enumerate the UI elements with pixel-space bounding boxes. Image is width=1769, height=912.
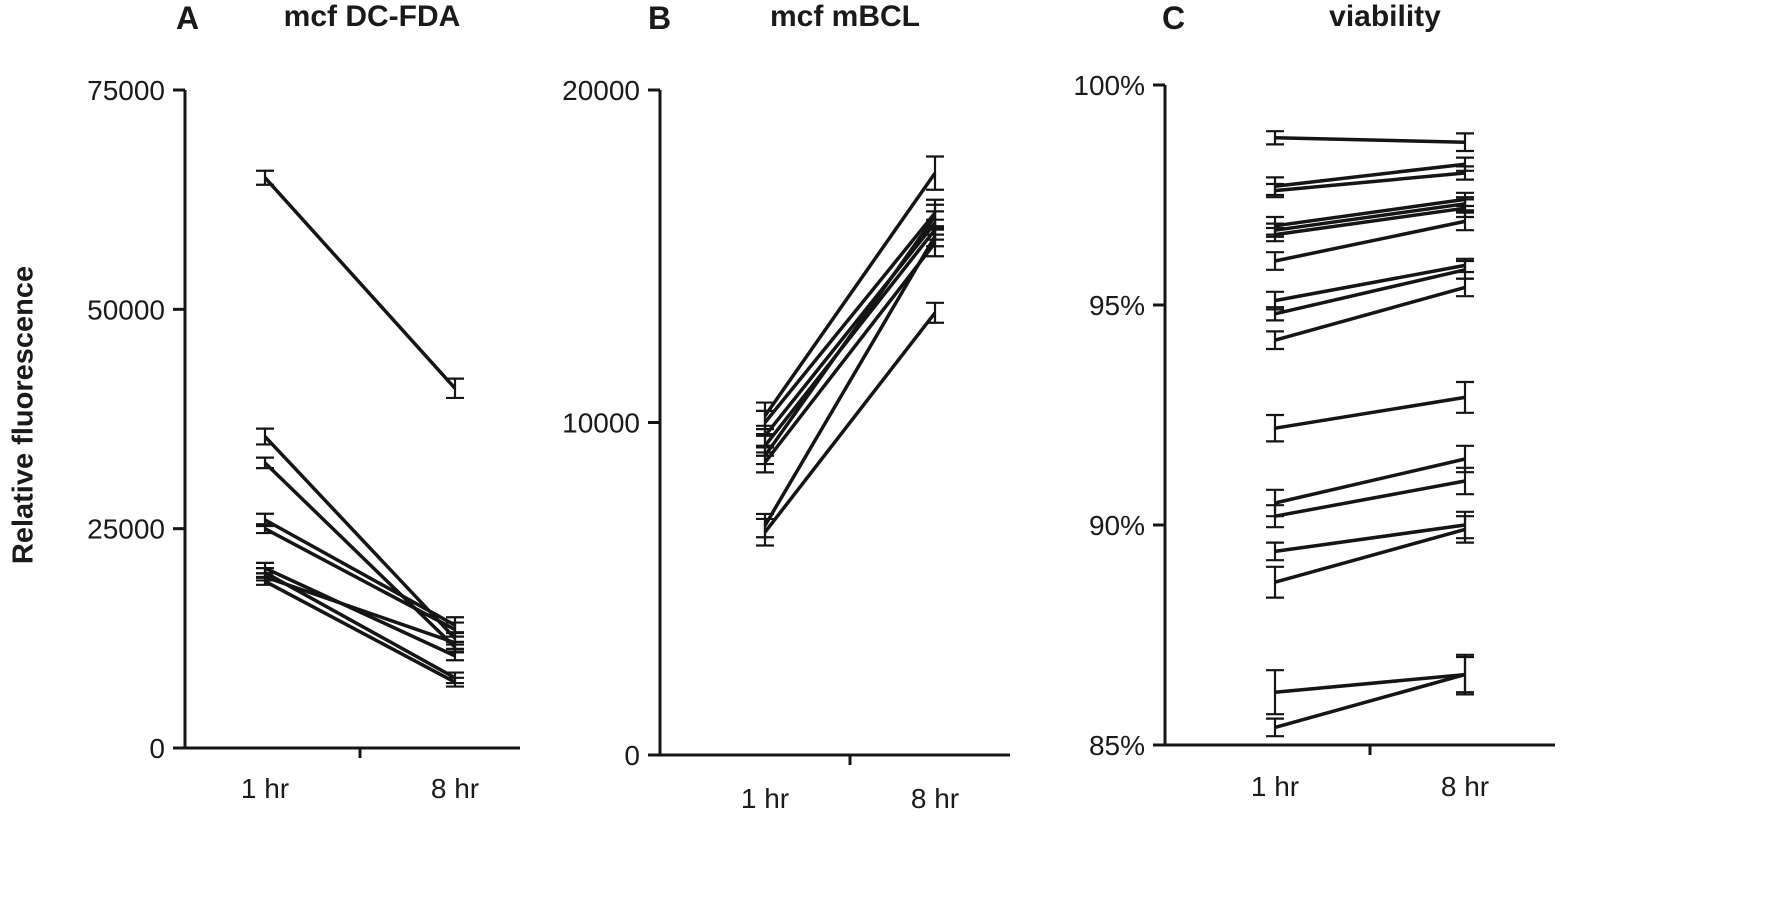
panel-a-title: mcf DC-FDA — [283, 0, 461, 33]
panel-b-plot: 0 10000 20000 1 hr 8 hr — [562, 75, 1010, 814]
svg-text:50000: 50000 — [87, 294, 165, 325]
svg-text:8 hr: 8 hr — [431, 773, 479, 804]
svg-text:1 hr: 1 hr — [241, 773, 289, 804]
panel-a-letter: A — [176, 0, 200, 36]
svg-text:20000: 20000 — [562, 75, 640, 106]
panel-c-plot: 85% 90% 95% 100% 1 hr 8 hr — [1073, 70, 1555, 802]
svg-text:0: 0 — [149, 733, 165, 764]
svg-text:8 hr: 8 hr — [911, 783, 959, 814]
panel-a-plot: 0 25000 50000 75000 1 hr 8 hr — [87, 75, 520, 804]
svg-text:1 hr: 1 hr — [1251, 771, 1299, 802]
svg-text:75000: 75000 — [87, 75, 165, 106]
svg-text:85%: 85% — [1089, 730, 1145, 761]
y-axis-label: Relative fluorescence — [7, 265, 40, 565]
svg-text:90%: 90% — [1089, 510, 1145, 541]
svg-text:8 hr: 8 hr — [1441, 771, 1489, 802]
svg-text:95%: 95% — [1089, 290, 1145, 321]
panel-c-letter: C — [1162, 0, 1186, 36]
svg-text:100%: 100% — [1073, 70, 1145, 101]
panel-b-title: mcf mBCL — [769, 0, 920, 33]
panel-b-letter: B — [648, 0, 672, 36]
svg-text:1 hr: 1 hr — [741, 783, 789, 814]
svg-text:0: 0 — [624, 740, 640, 771]
svg-text:10000: 10000 — [562, 408, 640, 439]
svg-text:25000: 25000 — [87, 514, 165, 545]
panel-c-title: viability — [1329, 0, 1441, 33]
